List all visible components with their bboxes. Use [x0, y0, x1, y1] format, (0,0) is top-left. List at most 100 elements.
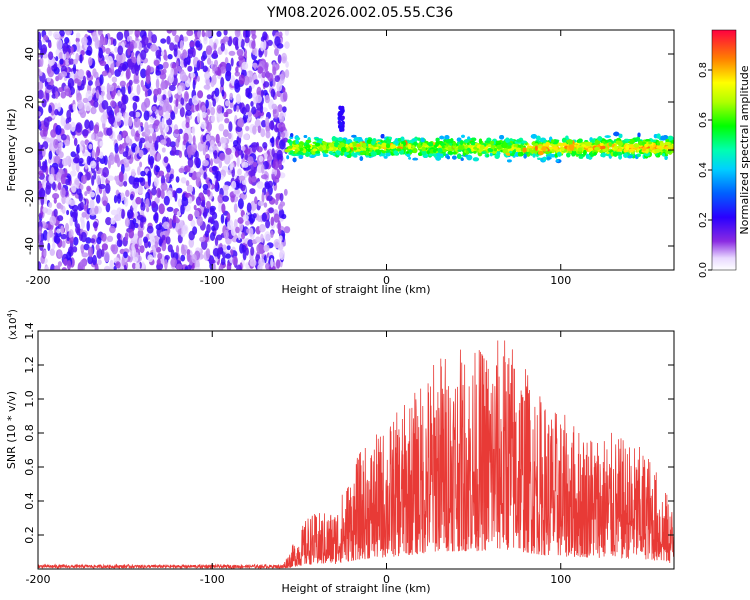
spectrogram-cell — [121, 256, 125, 267]
spectrogram-cell — [241, 61, 249, 71]
spectrogram-cell — [157, 87, 162, 95]
spectrogram-cell — [128, 228, 134, 239]
spectrogram-cell — [92, 68, 97, 77]
spectrogram-cell — [194, 210, 200, 218]
spectrogram-cell — [242, 214, 249, 222]
spectrogram-cell — [69, 216, 74, 227]
spectrogram-cell — [489, 152, 493, 157]
spectrogram-cell — [42, 126, 48, 137]
spectrogram-cell — [96, 248, 103, 259]
spectrogram-cell — [200, 201, 206, 207]
spectrogram-cell — [159, 72, 167, 80]
spectrogram-cell — [193, 204, 197, 211]
spectrogram-cell — [246, 202, 252, 213]
spectrogram-cell — [385, 150, 391, 154]
spectrogram-cell — [253, 79, 260, 85]
spectrogram-cell — [276, 81, 283, 92]
spectrogram-cell — [48, 105, 52, 114]
spectrogram-cell — [79, 54, 83, 64]
spectrogram-cell — [46, 116, 53, 122]
spectrogram-cell — [466, 142, 470, 146]
spectrogram-cell — [509, 152, 515, 157]
spectrogram-cell — [187, 49, 194, 59]
spectrogram-cell — [175, 245, 180, 254]
spectrogram-cell — [229, 100, 234, 109]
spectrogram-cell — [104, 265, 111, 270]
spectrogram-cell — [237, 117, 244, 128]
spectrogram-cell — [187, 157, 194, 168]
spectrogram-cell — [263, 81, 270, 88]
spectrogram-cell — [173, 48, 178, 58]
spectrogram-cell — [156, 258, 161, 266]
spectrogram-cell — [109, 259, 114, 270]
spectrogram-cell — [177, 228, 182, 236]
spectrogram-cell — [132, 95, 139, 102]
spectrogram-cell — [259, 224, 266, 233]
spectrogram-cell — [46, 84, 53, 90]
spectrogram-cell — [42, 207, 49, 214]
spectrogram-cell — [96, 156, 100, 163]
spectrogram-cell — [183, 249, 187, 256]
spectrogram-cell — [251, 106, 257, 115]
spectrogram-cell — [180, 204, 185, 215]
spectrogram-cell — [225, 147, 232, 155]
spectrogram-cell — [181, 196, 189, 207]
spectrogram-cell — [164, 254, 170, 261]
spectrogram-cell — [237, 217, 244, 224]
spectrogram-cell — [211, 165, 218, 172]
spectrogram-cell — [86, 71, 92, 78]
spectrogram-cell — [192, 79, 196, 91]
spectrogram-cell — [258, 155, 264, 162]
spectrogram-cell — [38, 226, 43, 236]
spectrogram-cell — [228, 121, 233, 132]
spectrogram-cell — [128, 175, 136, 185]
spectrogram-cell — [260, 233, 264, 244]
spectrogram-cell — [112, 38, 117, 47]
spectrogram-cell — [234, 71, 240, 77]
spectrogram-cell — [101, 248, 105, 257]
spectrogram-cell — [180, 177, 187, 184]
spectrogram-cell — [42, 229, 48, 241]
spectrogram-cell — [40, 205, 44, 216]
spectrogram-cell — [84, 119, 90, 130]
spectrogram-cell — [236, 156, 240, 168]
spectrogram-cell — [215, 170, 222, 182]
spectrogram-cell — [47, 242, 51, 252]
spectrogram-cell — [218, 264, 224, 270]
spectrogram-cell — [144, 90, 148, 98]
spectrogram-cell — [82, 75, 87, 86]
spectrogram-cell — [161, 79, 165, 89]
spectrogram-cell — [60, 225, 64, 235]
spectrogram-cell — [224, 118, 230, 124]
spectrogram-cell — [260, 128, 266, 138]
spectrogram-cell — [222, 195, 230, 202]
spectrogram-cell — [167, 54, 173, 60]
spectrogram-cell — [83, 243, 90, 251]
spectrogram-cell — [147, 254, 154, 263]
spectrogram-cell — [139, 122, 144, 128]
spectrogram-cell — [39, 71, 43, 77]
spectrogram-cell — [75, 37, 80, 43]
spectrogram-cell — [141, 35, 149, 46]
spectrogram-cell — [184, 266, 188, 270]
spectrogram-cell — [241, 232, 246, 240]
spectrogram-cell — [245, 103, 250, 113]
spectrogram-cell — [81, 219, 85, 229]
spectrogram-cell — [255, 236, 261, 243]
spectrogram-cell — [185, 110, 192, 116]
spectrogram-cell — [180, 97, 185, 106]
spectrogram-cell — [222, 244, 227, 251]
spectrogram-cell — [218, 123, 225, 132]
spectrogram-cell — [405, 151, 410, 154]
spectrogram-cell — [87, 80, 93, 86]
spectrogram-cell — [439, 135, 445, 140]
spectrogram-cell — [55, 172, 62, 183]
spectrogram-cell — [179, 40, 184, 51]
spectrogram-cell — [123, 251, 128, 259]
spectrogram-cell — [460, 157, 464, 161]
spectrogram-cell — [73, 157, 80, 164]
spectrogram-cell — [110, 67, 115, 76]
spectrogram-cell — [285, 61, 289, 68]
spectrogram-cell — [64, 168, 68, 178]
